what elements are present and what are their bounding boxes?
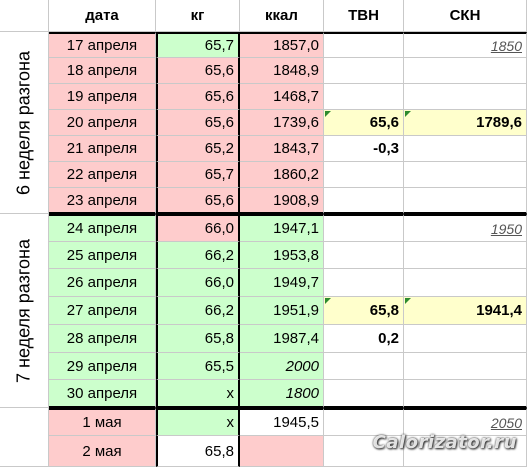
cell-tvn[interactable]: 65,6 [324, 110, 404, 136]
week-label-7-text: 7 неделя разгона [13, 238, 34, 383]
cell-tvn[interactable] [324, 380, 404, 408]
cell-date[interactable]: 1 мая [49, 408, 156, 436]
cell-kcal[interactable]: 1800 [240, 380, 324, 408]
cell-date[interactable]: 21 апреля [49, 136, 156, 162]
cell-kg[interactable]: 65,6 [156, 188, 240, 214]
comment-marker-icon [405, 111, 411, 117]
comment-marker-icon [325, 111, 331, 117]
cell-tvn[interactable]: 0,2 [324, 325, 404, 353]
header-kg[interactable]: кг [156, 0, 240, 32]
cell-tvn[interactable] [324, 58, 404, 84]
cell-skn[interactable] [404, 269, 527, 297]
cell-skn[interactable] [404, 136, 527, 162]
cell-kg[interactable]: 65,2 [156, 136, 240, 162]
header-kcal[interactable]: ккал [240, 0, 324, 32]
cell-date[interactable]: 19 апреля [49, 84, 156, 110]
cell-skn[interactable]: 2050 [404, 408, 527, 436]
cell-kcal[interactable]: 1908,9 [240, 188, 324, 214]
cell-date[interactable]: 2 мая [49, 436, 156, 467]
cell-skn[interactable]: 1950 [404, 214, 527, 242]
cell-kcal[interactable]: 1953,8 [240, 242, 324, 269]
cell-kg[interactable]: 65,5 [156, 353, 240, 380]
cell-kg[interactable]: 66,0 [156, 214, 240, 242]
cell-tvn[interactable] [324, 269, 404, 297]
cell-date[interactable]: 26 апреля [49, 269, 156, 297]
comment-marker-icon [325, 298, 331, 304]
cell-date[interactable]: 17 апреля [49, 32, 156, 58]
cell-kg[interactable]: 65,7 [156, 162, 240, 188]
cell-date[interactable]: 28 апреля [49, 325, 156, 353]
cell-skn[interactable] [404, 58, 527, 84]
cell-kcal[interactable] [240, 436, 324, 467]
cell-kcal[interactable]: 2000 [240, 353, 324, 380]
cell-skn[interactable] [404, 242, 527, 269]
cell-tvn[interactable] [324, 84, 404, 110]
cell-kg[interactable]: 66,2 [156, 297, 240, 325]
cell-kg[interactable]: 66,0 [156, 269, 240, 297]
week-label-8[interactable] [0, 408, 49, 467]
corner-cell[interactable] [0, 0, 49, 32]
cell-kcal[interactable]: 1951,9 [240, 297, 324, 325]
cell-date[interactable]: 29 апреля [49, 353, 156, 380]
cell-tvn[interactable] [324, 214, 404, 242]
cell-kcal[interactable]: 1739,6 [240, 110, 324, 136]
cell-date[interactable]: 18 апреля [49, 58, 156, 84]
cell-kg[interactable]: 65,6 [156, 58, 240, 84]
cell-tvn[interactable] [324, 188, 404, 214]
cell-tvn[interactable]: -0,3 [324, 136, 404, 162]
cell-date[interactable]: 30 апреля [49, 380, 156, 408]
cell-kg[interactable]: 65,8 [156, 325, 240, 353]
cell-kg[interactable]: 65,6 [156, 110, 240, 136]
cell-kg[interactable]: 65,8 [156, 436, 240, 467]
cell-kg[interactable]: x [156, 408, 240, 436]
cell-kg[interactable]: 65,6 [156, 84, 240, 110]
cell-date[interactable]: 25 апреля [49, 242, 156, 269]
cell-skn[interactable] [404, 162, 527, 188]
week-label-7[interactable]: 7 неделя разгона [0, 214, 49, 408]
cell-skn[interactable] [404, 353, 527, 380]
header-date[interactable]: дата [49, 0, 156, 32]
cell-kcal[interactable]: 1949,7 [240, 269, 324, 297]
cell-tvn[interactable] [324, 242, 404, 269]
cell-skn[interactable] [404, 325, 527, 353]
cell-skn[interactable] [404, 380, 527, 408]
week-label-6-text: 6 неделя разгона [13, 50, 34, 195]
cell-tvn[interactable] [324, 32, 404, 58]
cell-kcal[interactable]: 1843,7 [240, 136, 324, 162]
cell-kcal[interactable]: 1947,1 [240, 214, 324, 242]
cell-date[interactable]: 27 апреля [49, 297, 156, 325]
comment-marker-icon [405, 298, 411, 304]
cell-skn[interactable]: 1789,6 [404, 110, 527, 136]
cell-date[interactable]: 23 апреля [49, 188, 156, 214]
cell-date[interactable]: 22 апреля [49, 162, 156, 188]
cell-skn[interactable] [404, 436, 527, 467]
header-skn[interactable]: СКН [404, 0, 527, 32]
cell-kcal[interactable]: 1945,5 [240, 408, 324, 436]
cell-skn[interactable] [404, 188, 527, 214]
cell-kcal[interactable]: 1468,7 [240, 84, 324, 110]
cell-kg[interactable]: x [156, 380, 240, 408]
cell-tvn[interactable]: 65,8 [324, 297, 404, 325]
cell-tvn[interactable] [324, 408, 404, 436]
cell-kg[interactable]: 65,7 [156, 32, 240, 58]
cell-kg[interactable]: 66,2 [156, 242, 240, 269]
cell-kcal[interactable]: 1848,9 [240, 58, 324, 84]
cell-date[interactable]: 24 апреля [49, 214, 156, 242]
cell-tvn[interactable] [324, 162, 404, 188]
cell-skn[interactable] [404, 84, 527, 110]
header-tvn[interactable]: ТВН [324, 0, 404, 32]
cell-skn[interactable]: 1850 [404, 32, 527, 58]
cell-kcal[interactable]: 1860,2 [240, 162, 324, 188]
cell-tvn[interactable] [324, 353, 404, 380]
cell-skn[interactable]: 1941,4 [404, 297, 527, 325]
watermark-logo: Calorizator.ru [372, 432, 517, 453]
cell-kcal[interactable]: 1987,4 [240, 325, 324, 353]
cell-date[interactable]: 20 апреля [49, 110, 156, 136]
cell-kcal[interactable]: 1857,0 [240, 32, 324, 58]
week-label-6[interactable]: 6 неделя разгона [0, 32, 49, 214]
